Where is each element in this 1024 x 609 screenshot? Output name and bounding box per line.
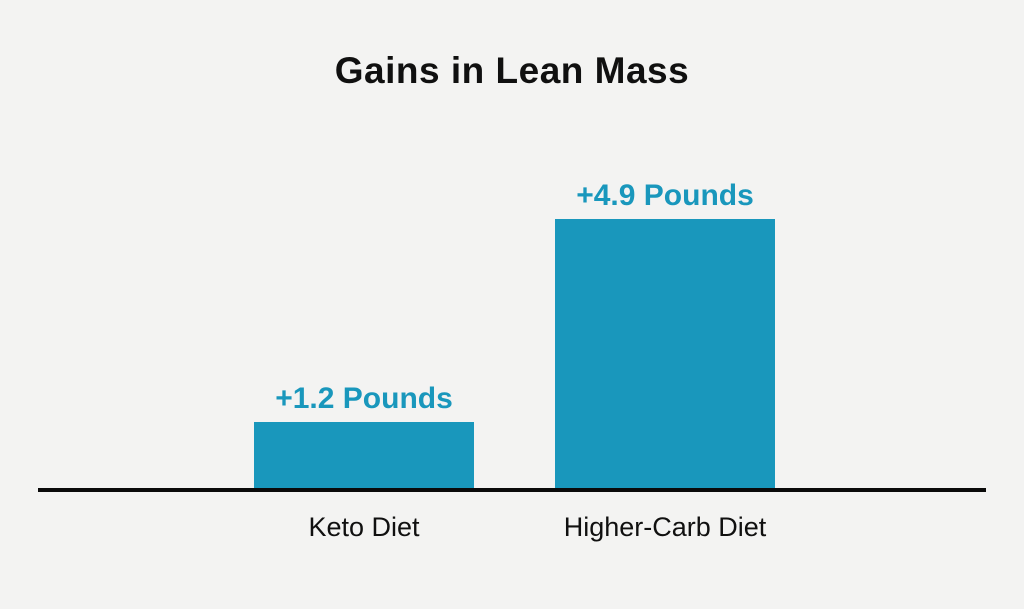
chart-title: Gains in Lean Mass xyxy=(0,50,1024,92)
category-label-higher-carb-diet: Higher-Carb Diet xyxy=(515,512,815,543)
value-label-higher-carb-diet: +4.9 Pounds xyxy=(515,179,815,213)
bar-higher-carb-diet xyxy=(555,219,775,489)
bar-keto-diet xyxy=(254,422,474,488)
value-label-keto-diet: +1.2 Pounds xyxy=(214,382,514,416)
category-label-keto-diet: Keto Diet xyxy=(214,512,514,543)
x-axis-line xyxy=(38,488,986,492)
